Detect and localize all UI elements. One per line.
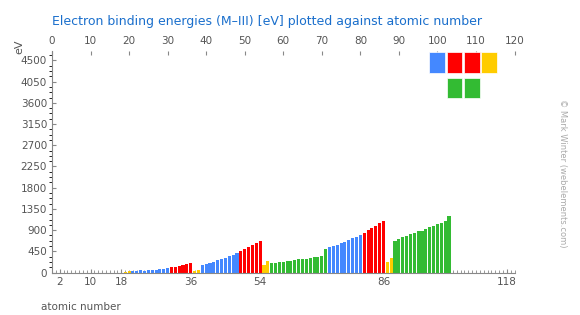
FancyBboxPatch shape <box>447 52 462 73</box>
Bar <box>189 263 193 272</box>
Y-axis label: eV: eV <box>14 39 24 54</box>
Bar <box>347 240 350 272</box>
Bar <box>440 223 443 272</box>
Text: © Mark Winter (webelements.com): © Mark Winter (webelements.com) <box>558 99 567 248</box>
Bar <box>324 249 327 272</box>
Bar <box>139 270 142 272</box>
Bar <box>313 257 316 272</box>
Bar <box>266 261 269 272</box>
Bar <box>444 221 447 272</box>
Bar <box>374 226 378 272</box>
Bar <box>177 266 181 272</box>
Bar <box>320 256 323 272</box>
Bar <box>428 227 432 272</box>
Bar <box>128 271 130 272</box>
Bar <box>362 233 366 272</box>
Bar <box>166 268 169 272</box>
Bar <box>336 244 339 272</box>
Bar <box>255 243 258 272</box>
Bar <box>436 224 439 272</box>
Bar <box>182 265 184 272</box>
Bar <box>328 247 331 272</box>
FancyBboxPatch shape <box>429 52 445 73</box>
Bar <box>174 267 177 272</box>
Bar <box>285 261 289 272</box>
Bar <box>371 228 374 272</box>
Bar <box>259 241 262 272</box>
Bar <box>416 231 420 272</box>
Bar <box>235 253 238 272</box>
Text: atomic number: atomic number <box>41 302 121 312</box>
Bar <box>147 270 150 272</box>
Bar <box>343 242 346 272</box>
Bar <box>425 229 427 272</box>
Bar <box>351 238 354 272</box>
Bar <box>220 259 223 272</box>
Bar <box>262 265 266 272</box>
Bar <box>413 232 416 272</box>
Bar <box>208 263 212 272</box>
Bar <box>228 256 231 272</box>
Bar <box>247 247 250 272</box>
Bar <box>231 255 235 272</box>
Bar <box>293 260 296 272</box>
Bar <box>154 270 158 272</box>
Bar <box>367 230 369 272</box>
FancyBboxPatch shape <box>464 78 480 99</box>
Bar <box>143 271 146 272</box>
Bar <box>162 269 165 272</box>
Bar <box>378 223 381 272</box>
Bar <box>386 262 389 272</box>
Bar <box>390 258 393 272</box>
Bar <box>170 267 173 272</box>
Bar <box>420 231 423 272</box>
Bar <box>289 261 292 272</box>
Bar <box>305 259 308 272</box>
Bar <box>135 271 138 272</box>
Text: Electron binding energies (M–III) [eV] plotted against atomic number: Electron binding energies (M–III) [eV] p… <box>52 15 482 28</box>
Bar <box>317 257 320 272</box>
Bar <box>393 241 397 272</box>
FancyBboxPatch shape <box>447 78 462 99</box>
Bar <box>201 265 204 272</box>
Bar <box>151 270 154 272</box>
Bar <box>405 236 408 272</box>
Bar <box>401 238 404 272</box>
FancyBboxPatch shape <box>464 52 480 73</box>
Bar <box>339 243 343 272</box>
Bar <box>216 261 219 272</box>
Bar <box>197 270 200 272</box>
Bar <box>158 269 161 272</box>
Bar <box>447 215 451 272</box>
Bar <box>240 251 242 272</box>
Bar <box>243 249 246 272</box>
Bar <box>332 246 335 272</box>
Bar <box>282 261 285 272</box>
Bar <box>274 263 277 272</box>
Bar <box>224 258 227 272</box>
Bar <box>382 221 385 272</box>
Bar <box>397 239 400 272</box>
Bar <box>359 235 362 272</box>
Bar <box>301 259 304 272</box>
Bar <box>409 234 412 272</box>
Bar <box>186 264 188 272</box>
Bar <box>212 262 215 272</box>
FancyBboxPatch shape <box>481 52 497 73</box>
Bar <box>278 262 281 272</box>
Bar <box>205 264 208 272</box>
Bar <box>309 258 312 272</box>
Bar <box>193 271 196 272</box>
Bar <box>251 245 254 272</box>
Bar <box>432 226 435 272</box>
Bar <box>132 271 135 272</box>
Bar <box>270 263 273 272</box>
Bar <box>297 259 300 272</box>
Bar <box>355 237 358 272</box>
